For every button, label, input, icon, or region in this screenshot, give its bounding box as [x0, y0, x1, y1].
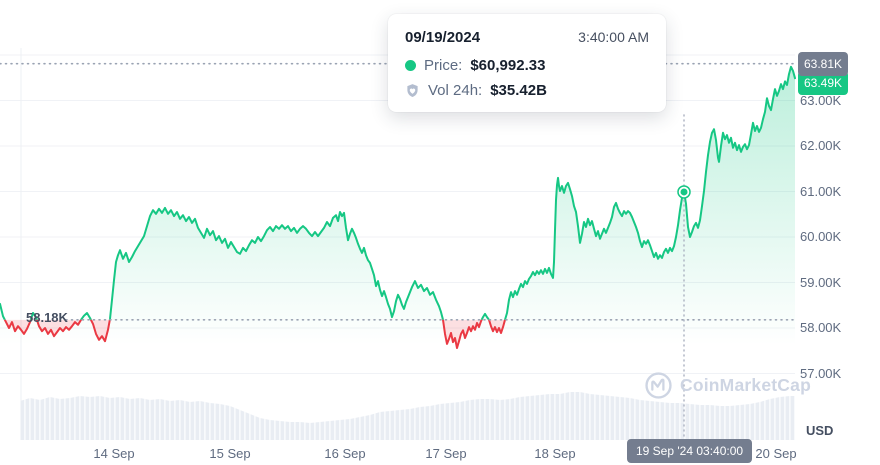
volume-shield-icon	[407, 84, 418, 97]
x-axis-label: 17 Sep	[425, 446, 467, 461]
y-axis-label: 59.00K	[800, 274, 842, 290]
y-axis-label: 61.00K	[800, 183, 842, 199]
x-axis-label: 16 Sep	[324, 446, 366, 461]
x-axis-label: 18 Sep	[534, 446, 576, 461]
coinmarketcap-logo-icon	[645, 372, 672, 399]
y-axis-label: 57.00K	[800, 365, 842, 381]
tooltip-date: 09/19/2024	[405, 29, 481, 46]
tooltip: 09/19/2024 3:40:00 AM Price: $60,992.33 …	[388, 14, 666, 112]
open-price-label: 58.18K	[26, 310, 68, 325]
watermark: CoinMarketCap	[644, 371, 811, 400]
x-axis-label: 20 Sep	[755, 446, 797, 461]
y-axis-label: 63.00K	[800, 92, 842, 108]
currency-label: USD	[806, 423, 834, 438]
crosshair-time-badge: 19 Sep '24 03:40:00	[627, 439, 753, 463]
tooltip-volume-label: Vol 24h:	[428, 82, 483, 99]
y-axis-label: 62.00K	[800, 138, 842, 153]
x-axis-label: 15 Sep	[209, 446, 251, 461]
tooltip-volume-value: $35.42B	[490, 82, 547, 99]
tooltip-price-label: Price:	[424, 57, 463, 74]
watermark-text: CoinMarketCap	[680, 375, 811, 395]
high-price-badge: 63.81K	[798, 52, 849, 76]
x-axis-label: 14 Sep	[93, 446, 135, 461]
tooltip-time: 3:40:00 AM	[578, 29, 649, 45]
tooltip-price-value: $60,992.33	[470, 57, 546, 74]
y-axis-label: 60.00K	[800, 229, 842, 244]
y-axis-label: 58.00K	[800, 320, 842, 335]
price-dot-icon	[405, 60, 416, 71]
